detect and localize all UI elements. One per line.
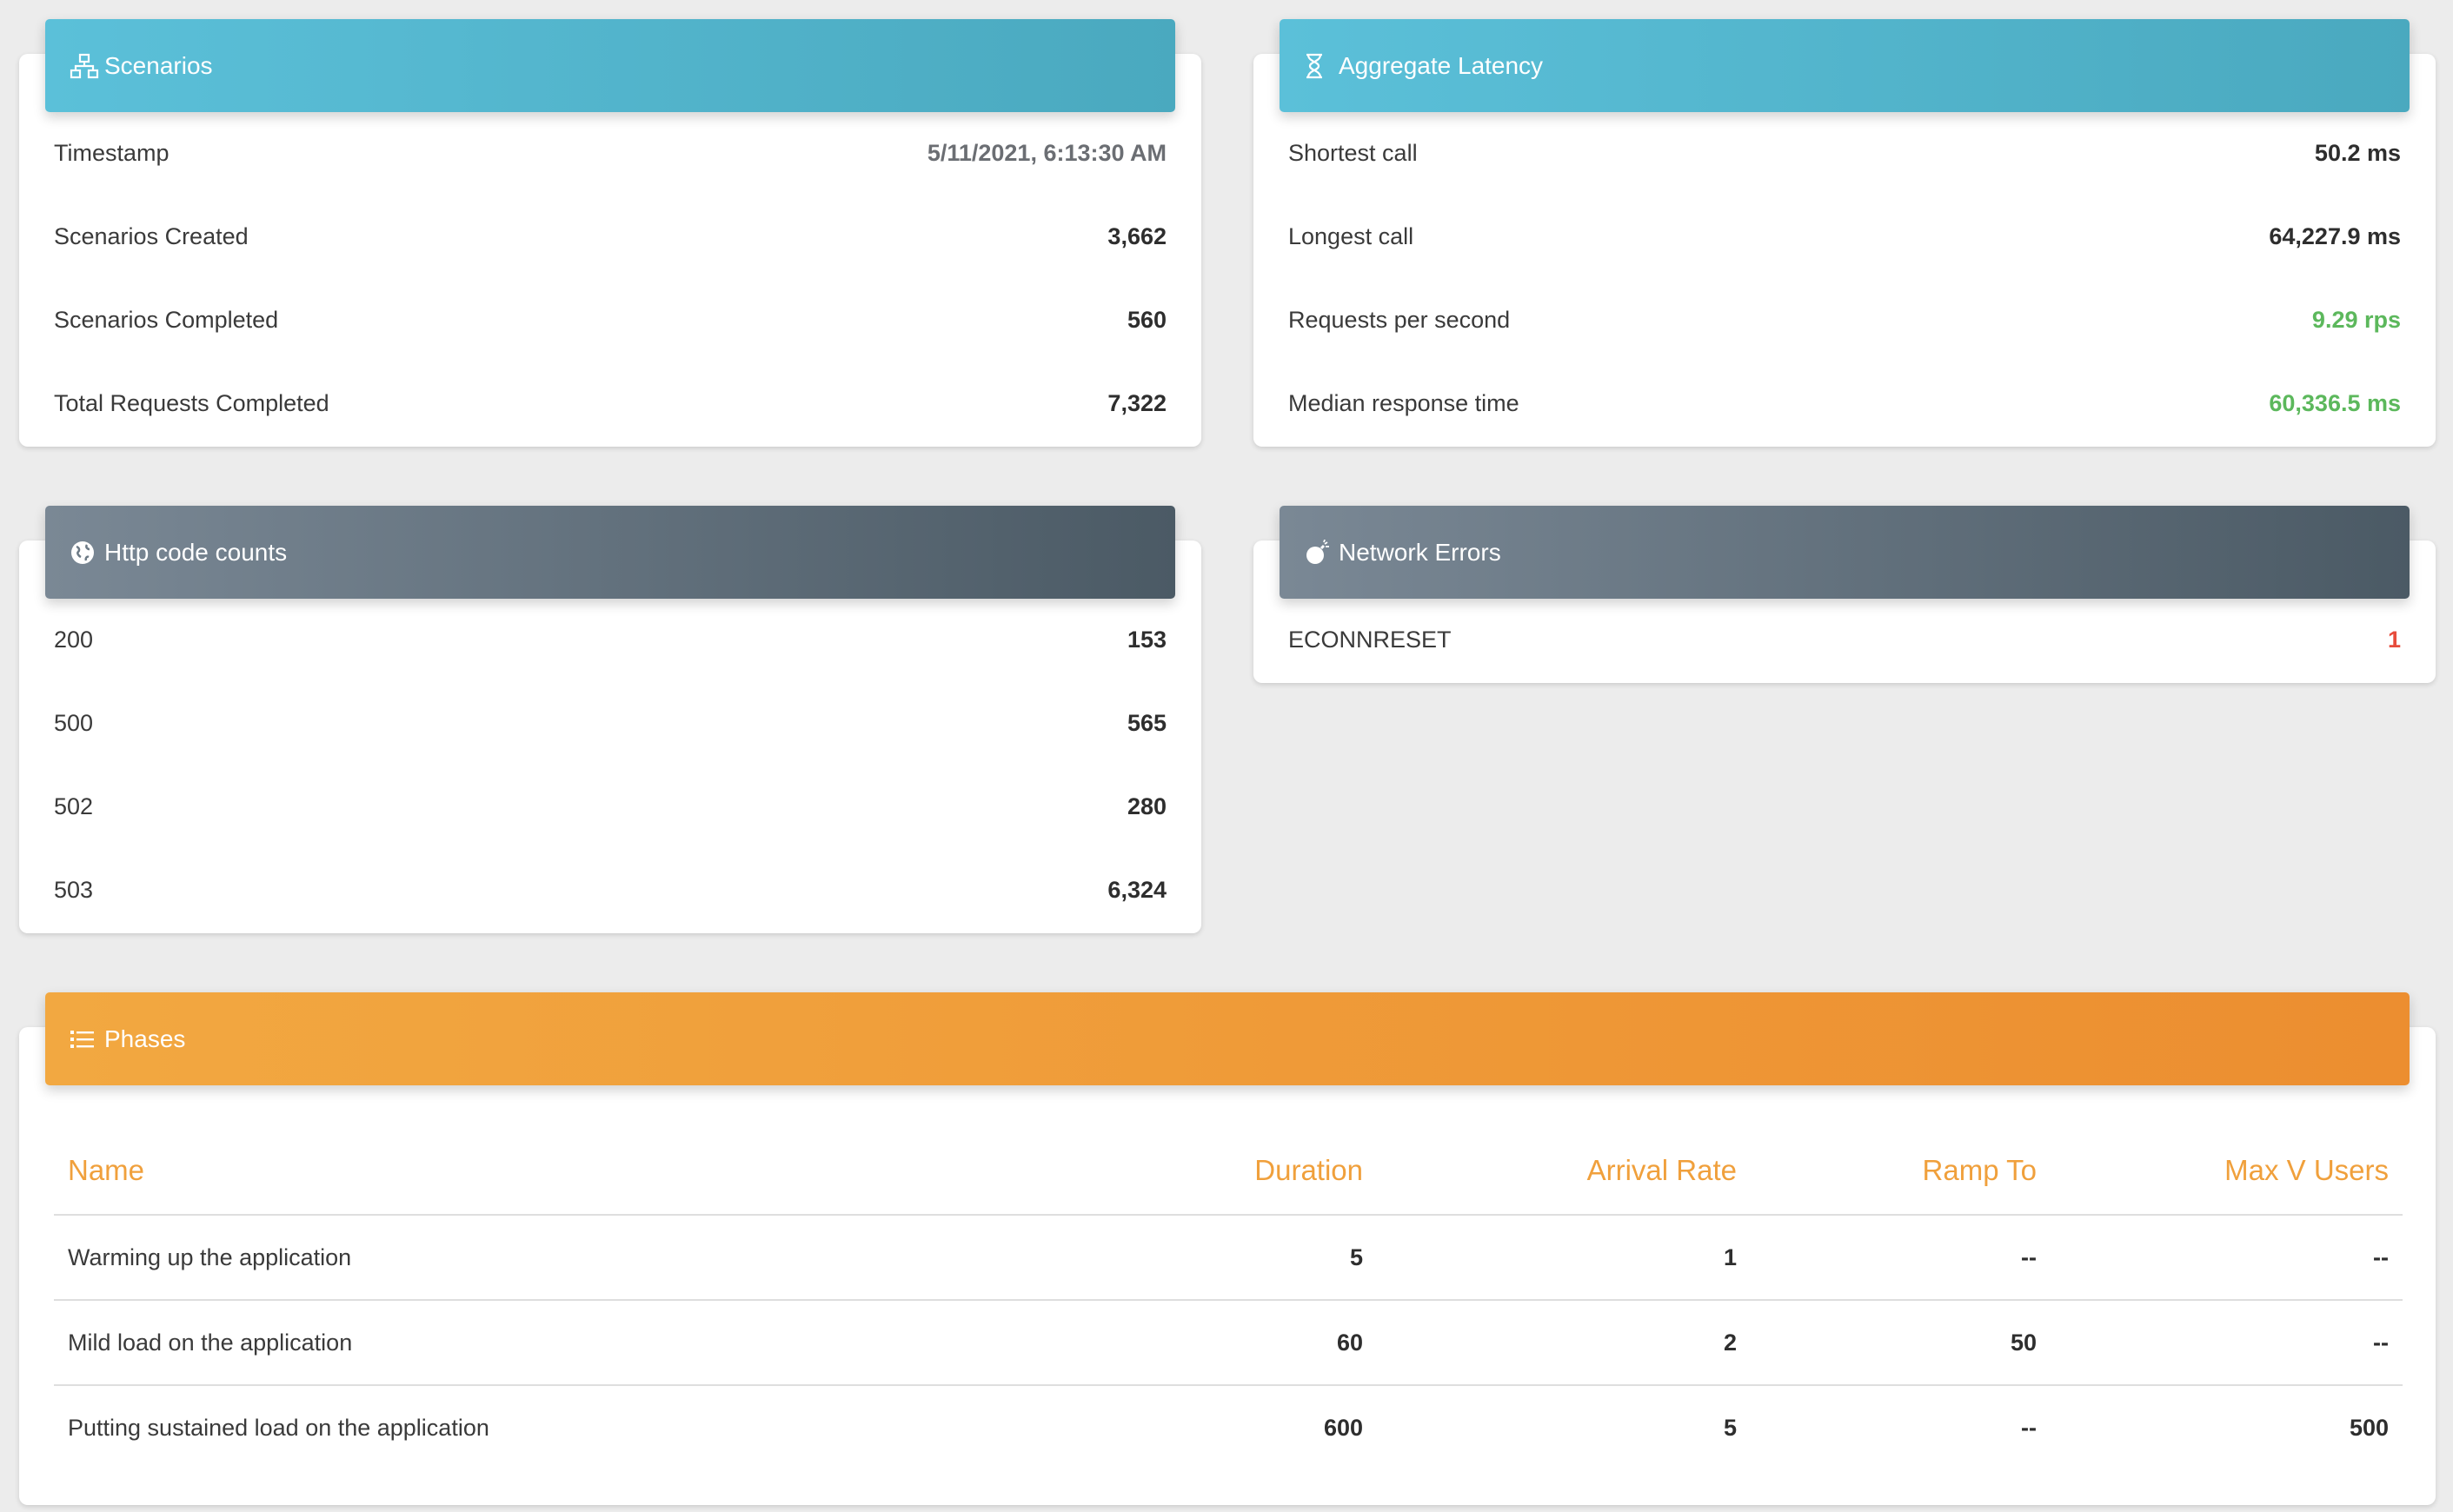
scenarios-row-timestamp: Timestamp 5/11/2021, 6:13:30 AM	[54, 136, 1167, 170]
scenarios-row-completed: Scenarios Completed 560	[54, 302, 1167, 337]
phase-ramp-to: 50	[1751, 1300, 2051, 1386]
http-code-row: 502 280	[54, 789, 1167, 824]
row-value: 280	[1127, 792, 1167, 819]
phases-card: Phases Name Duration Arrival Rate Ramp T…	[19, 992, 2436, 1505]
latency-row-median: Median response time 60,336.5 ms	[1288, 386, 2401, 421]
row-value: 565	[1127, 709, 1167, 736]
row-value: 153	[1127, 626, 1167, 653]
latency-row-longest: Longest call 64,227.9 ms	[1288, 219, 2401, 254]
phase-arrival-rate: 1	[1377, 1215, 1751, 1301]
row-value: 50.2 ms	[2314, 139, 2401, 166]
scenarios-row-created: Scenarios Created 3,662	[54, 219, 1167, 254]
row-label: Shortest call	[1288, 139, 1418, 166]
scenarios-card: Scenarios Timestamp 5/11/2021, 6:13:30 A…	[19, 19, 1201, 447]
phases-card-header: Phases	[45, 992, 2410, 1085]
row-value: 9.29 rps	[2311, 306, 2401, 333]
http-code-row: 500 565	[54, 706, 1167, 740]
network-errors-card-title: Network Errors	[1339, 538, 1501, 566]
row-value: 6,324	[1107, 876, 1167, 903]
latency-card: Aggregate Latency Shortest call 50.2 ms …	[1253, 19, 2436, 447]
column-header-name[interactable]: Name	[54, 1127, 1097, 1216]
row-label: Total Requests Completed	[54, 389, 329, 416]
table-row: Warming up the application 5 1 -- --	[54, 1215, 2403, 1301]
row-value: 7,322	[1107, 389, 1167, 416]
http-code-row: 200 153	[54, 622, 1167, 657]
phase-max-v-users: --	[2051, 1300, 2403, 1386]
table-row: Mild load on the application 60 2 50 --	[54, 1300, 2403, 1386]
latency-row-rps: Requests per second 9.29 rps	[1288, 302, 2401, 337]
row-label: Longest call	[1288, 222, 1414, 249]
phase-max-v-users: 500	[2349, 1414, 2389, 1441]
network-errors-card: Network Errors ECONNRESET 1	[1253, 506, 2436, 683]
phase-arrival-rate: 2	[1377, 1300, 1751, 1386]
http-code-row: 503 6,324	[54, 872, 1167, 907]
row-value: 1	[2387, 626, 2401, 653]
http-codes-card: Http code counts 200 153 500 565 502 280…	[19, 506, 1201, 933]
column-header-arrival-rate[interactable]: Arrival Rate	[1377, 1127, 1751, 1216]
phase-name: Mild load on the application	[54, 1300, 1097, 1386]
list-icon	[70, 1024, 101, 1055]
phase-duration: 600	[1323, 1414, 1363, 1441]
phase-ramp-to: --	[2021, 1414, 2037, 1441]
table-row: Putting sustained load on the applicatio…	[54, 1385, 2403, 1469]
phase-duration: 60	[1097, 1300, 1377, 1386]
http-codes-card-header: Http code counts	[45, 506, 1175, 599]
scenarios-row-total-requests: Total Requests Completed 7,322	[54, 386, 1167, 421]
row-value: 5/11/2021, 6:13:30 AM	[927, 139, 1167, 166]
phase-arrival-rate: 5	[1723, 1414, 1737, 1441]
latency-row-shortest: Shortest call 50.2 ms	[1288, 136, 2401, 170]
phases-header-row: Name Duration Arrival Rate Ramp To Max V…	[54, 1127, 2403, 1216]
row-label: 500	[54, 709, 94, 736]
phase-max-v-users: --	[2051, 1215, 2403, 1301]
scenarios-card-header: Scenarios	[45, 19, 1175, 112]
row-label: Scenarios Completed	[54, 306, 279, 333]
row-label: ECONNRESET	[1288, 626, 1452, 653]
row-label: Median response time	[1288, 389, 1519, 416]
phase-ramp-to: --	[1751, 1215, 2051, 1301]
sitemap-icon	[70, 50, 101, 82]
latency-card-title: Aggregate Latency	[1339, 51, 1544, 79]
hourglass-icon	[1304, 50, 1335, 82]
row-value: 560	[1127, 306, 1167, 333]
row-label: 200	[54, 626, 94, 653]
column-header-duration[interactable]: Duration	[1097, 1127, 1377, 1216]
row-value: 64,227.9 ms	[2269, 222, 2401, 249]
phase-duration: 5	[1097, 1215, 1377, 1301]
bomb-icon	[1304, 537, 1335, 568]
latency-card-header: Aggregate Latency	[1280, 19, 2410, 112]
network-error-row: ECONNRESET 1	[1288, 622, 2401, 657]
row-value: 3,662	[1107, 222, 1167, 249]
globe-icon	[70, 537, 101, 568]
row-label: Requests per second	[1288, 306, 1511, 333]
phase-name: Putting sustained load on the applicatio…	[68, 1414, 489, 1441]
column-header-max-v-users[interactable]: Max V Users	[2051, 1127, 2403, 1216]
row-label: 502	[54, 792, 94, 819]
row-label: 503	[54, 876, 94, 903]
phase-name: Warming up the application	[54, 1215, 1097, 1301]
row-label: Timestamp	[54, 139, 170, 166]
column-header-ramp-to[interactable]: Ramp To	[1751, 1127, 2051, 1216]
network-errors-card-header: Network Errors	[1280, 506, 2410, 599]
scenarios-card-title: Scenarios	[104, 51, 213, 79]
row-label: Scenarios Created	[54, 222, 249, 249]
row-value: 60,336.5 ms	[2269, 389, 2401, 416]
phases-card-title: Phases	[104, 1025, 186, 1052]
phases-table: Name Duration Arrival Rate Ramp To Max V…	[54, 1127, 2403, 1469]
http-codes-card-title: Http code counts	[104, 538, 288, 566]
